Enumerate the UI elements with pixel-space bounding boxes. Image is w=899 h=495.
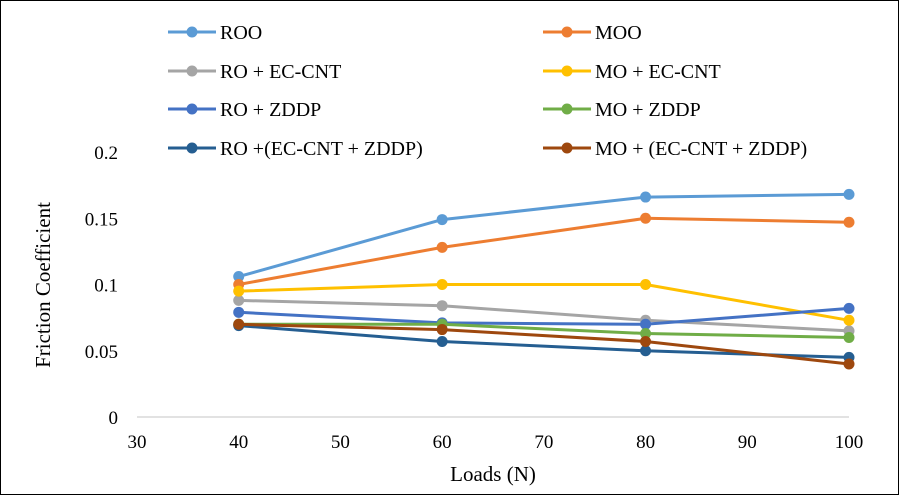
data-point — [436, 335, 448, 347]
series-line — [238, 192, 850, 279]
series-line — [238, 216, 850, 286]
y-tick-label: 0.1 — [94, 276, 118, 297]
data-point — [233, 294, 245, 306]
legend-item: MOO — [543, 22, 642, 44]
legend-swatch-marker — [186, 103, 198, 115]
legend-label: MO + (EC-CNT + ZDDP) — [595, 138, 807, 160]
series-group — [233, 188, 855, 370]
legend-item: RO + ZDDP — [168, 99, 321, 121]
data-point — [640, 335, 652, 347]
data-point — [640, 191, 652, 203]
data-point — [233, 285, 245, 297]
legend-label: MOO — [595, 22, 642, 44]
x-tick-label: 90 — [738, 432, 757, 453]
data-point — [233, 318, 245, 330]
x-axis-title: Loads (N) — [450, 462, 536, 486]
data-point — [843, 358, 855, 370]
x-tick-label: 50 — [331, 432, 350, 453]
legend-swatch-marker — [186, 26, 198, 38]
legend-label: RO +(EC-CNT + ZDDP) — [220, 138, 423, 160]
data-point — [640, 279, 652, 290]
x-tick-label: 60 — [433, 432, 452, 453]
data-point — [640, 345, 652, 357]
series-2 — [233, 294, 855, 337]
series-7 — [233, 318, 855, 370]
series-3 — [233, 279, 855, 326]
legend-label: MO + ZDDP — [595, 99, 701, 121]
data-point — [843, 314, 855, 326]
x-tick-label: 40 — [229, 432, 248, 453]
y-axis-title: Friction Coefficient — [31, 202, 55, 368]
data-point — [233, 271, 245, 283]
x-tick-label: 70 — [534, 432, 553, 453]
legend-swatch-marker — [561, 142, 573, 154]
series-line — [238, 298, 850, 333]
series-line — [238, 322, 850, 339]
legend-item: MO + ZDDP — [543, 99, 701, 121]
series-0 — [233, 188, 855, 283]
data-point — [843, 188, 855, 200]
legend-item: MO + EC-CNT — [543, 61, 721, 83]
legend-item: MO + (EC-CNT + ZDDP) — [543, 138, 807, 160]
series-line — [238, 322, 850, 366]
legend-label: RO + ZDDP — [220, 99, 321, 121]
data-point — [436, 300, 448, 312]
x-tick-label: 100 — [835, 432, 864, 453]
legend-swatch-marker — [186, 65, 198, 77]
data-point — [436, 214, 448, 226]
y-tick-label: 0.2 — [94, 143, 118, 164]
legend-swatch-marker — [186, 142, 198, 154]
data-point — [640, 318, 652, 330]
legend-swatch-marker — [561, 26, 573, 38]
legend-label: MO + EC-CNT — [595, 61, 721, 83]
legend-item: ROO — [168, 22, 262, 44]
legend-label: ROO — [220, 22, 262, 44]
y-tick-label: 0.15 — [85, 209, 118, 230]
data-point — [640, 328, 652, 340]
series-line — [238, 283, 850, 322]
data-point — [436, 241, 448, 253]
x-tick-label: 30 — [128, 432, 147, 453]
legend-label: RO + EC-CNT — [220, 61, 341, 83]
y-tick-labels: 0 0.05 0.1 0.15 0.2 — [85, 143, 118, 429]
data-point — [843, 216, 855, 228]
legend-item: RO +(EC-CNT + ZDDP) — [168, 138, 423, 160]
data-point — [436, 279, 448, 290]
data-point — [640, 212, 652, 224]
data-point — [843, 332, 855, 343]
y-tick-label: 0.05 — [85, 342, 118, 363]
legend-item: RO + EC-CNT — [168, 61, 341, 83]
data-point — [436, 324, 448, 336]
legend-swatch-marker — [561, 65, 573, 77]
y-tick-label: 0 — [109, 408, 119, 429]
data-point — [843, 302, 855, 314]
x-tick-label: 80 — [636, 432, 655, 453]
legend-swatch-marker — [561, 103, 573, 115]
legend: ROO MOO RO + EC-CNT MO + EC-CNT RO + ZDDP MO … — [168, 22, 807, 160]
data-point — [233, 306, 245, 318]
x-tick-labels: 30 40 50 60 70 80 90 100 — [128, 432, 864, 453]
series-line — [238, 306, 850, 326]
